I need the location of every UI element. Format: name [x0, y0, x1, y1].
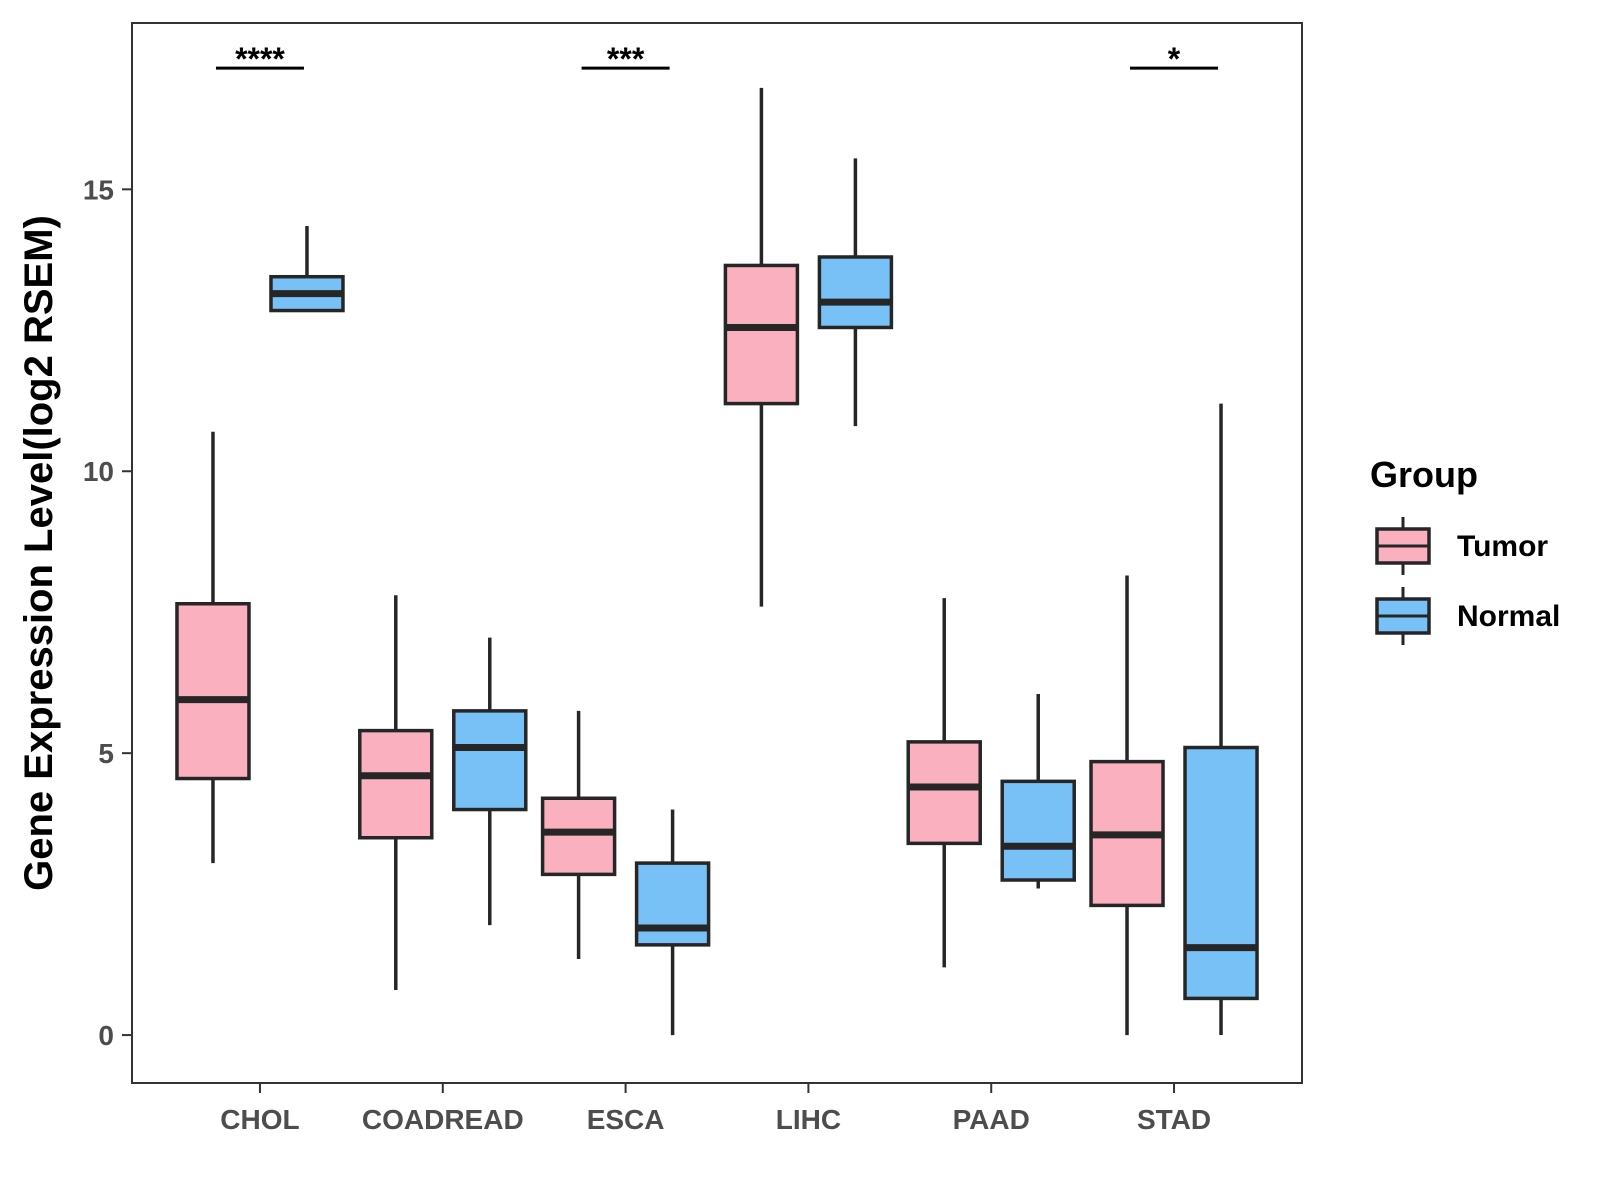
- box-tumor-paad: [906, 598, 982, 968]
- box-tumor-lihc: [723, 87, 800, 607]
- box-iqr: [175, 601, 251, 781]
- box-iqr: [540, 796, 617, 877]
- box-normal-chol: [269, 225, 345, 313]
- significance-label-chol: ****: [235, 41, 285, 77]
- box-iqr: [452, 709, 528, 812]
- y-tick-label: 0: [98, 1020, 114, 1051]
- x-tick-label-esca: ESCA: [587, 1104, 665, 1135]
- box-tumor-stad: [1089, 575, 1165, 1036]
- legend: Group Tumor Normal: [1370, 454, 1560, 645]
- box-iqr: [817, 255, 894, 330]
- box-iqr: [723, 263, 800, 406]
- box-normal-lihc: [817, 158, 894, 427]
- box-iqr: [1000, 779, 1076, 882]
- x-tick-label-paad: PAAD: [953, 1104, 1030, 1135]
- box-tumor-coadread: [358, 595, 434, 990]
- box-series: [175, 87, 1259, 1036]
- legend-title: Group: [1370, 454, 1478, 495]
- x-tick-label-chol: CHOL: [220, 1104, 299, 1135]
- x-tick-label-coadread: COADREAD: [362, 1104, 524, 1135]
- box-iqr: [634, 861, 711, 947]
- x-axis: CHOL COADREAD ESCA LIHC PAAD STAD: [220, 1083, 1211, 1135]
- y-axis-title: Gene Expression Level(log2 RSEM): [17, 215, 61, 891]
- box-iqr: [906, 740, 982, 846]
- box-normal-stad: [1183, 403, 1259, 1036]
- significance-label-esca: ***: [607, 41, 645, 77]
- y-tick-label: 5: [98, 738, 114, 769]
- y-tick-label: 15: [83, 174, 114, 205]
- box-normal-esca: [634, 809, 711, 1036]
- legend-label-tumor: Tumor: [1457, 530, 1548, 563]
- y-axis: 0 5 10 15: [83, 174, 132, 1051]
- box-iqr: [358, 728, 434, 840]
- box-normal-paad: [1000, 693, 1076, 889]
- x-tick-label-stad: STAD: [1137, 1104, 1211, 1135]
- x-tick-label-lihc: LIHC: [776, 1104, 841, 1135]
- box-normal-coadread: [452, 637, 528, 926]
- box-tumor-esca: [540, 710, 617, 959]
- significance-brackets: **** *** *: [215, 41, 1219, 77]
- y-tick-label: 10: [83, 456, 114, 487]
- legend-item-tumor: Tumor: [1375, 517, 1548, 575]
- legend-item-normal: Normal: [1375, 587, 1560, 645]
- legend-label-normal: Normal: [1457, 600, 1560, 633]
- significance-label-stad: *: [1168, 41, 1181, 77]
- box-tumor-chol: [175, 431, 251, 864]
- box-iqr: [1183, 745, 1259, 1001]
